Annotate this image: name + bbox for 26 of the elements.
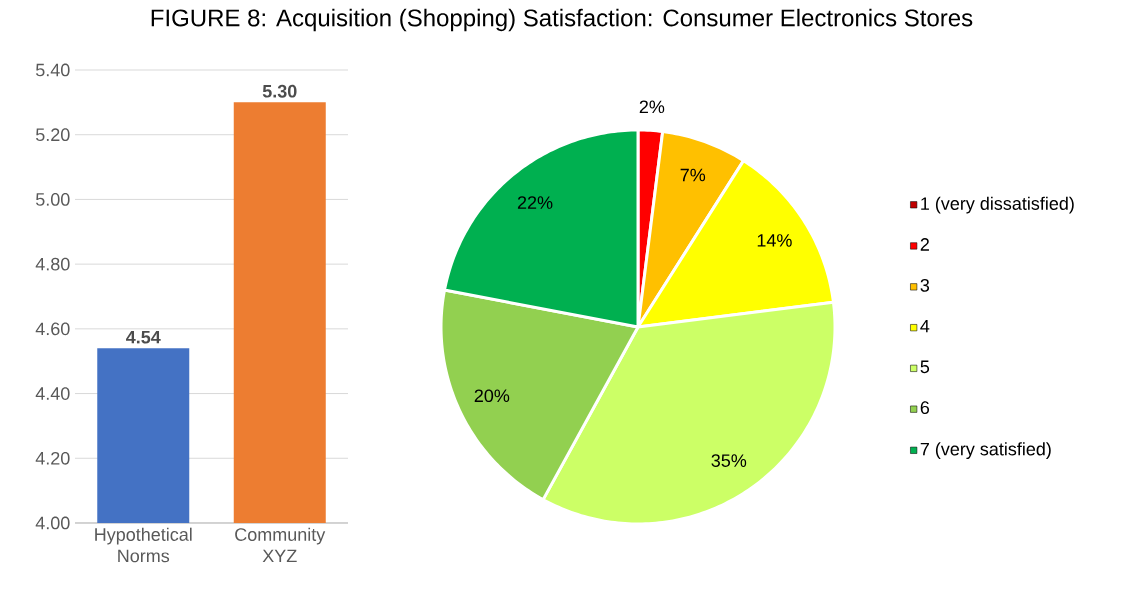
legend-label: 1 (very dissatisfied): [921, 196, 1074, 214]
legend-label: 3: [920, 278, 930, 292]
x-tick-label: Hypothetical Norms: [95, 527, 192, 563]
data-label: 2%: [639, 100, 665, 114]
data-label: 4.54: [126, 330, 161, 344]
data-label: 7%: [680, 168, 706, 182]
text: FIGURE 8: Acquisition (Shopping) Satisfaction: Consumer Electronics Stores: [151, 8, 973, 32]
data-label: 35%: [711, 454, 747, 467]
data-label: 20%: [474, 389, 510, 403]
data-label: 22%: [517, 196, 553, 209]
y-tick-label: 5.20: [35, 128, 70, 142]
legend-label: 5: [920, 360, 930, 374]
y-tick-label: 5.40: [35, 63, 70, 77]
legend-label: 4: [920, 319, 930, 333]
legend-label: 2: [920, 238, 929, 251]
legend-label: 7 (very satisfied): [920, 442, 1051, 460]
x-tick-label: Community XYZ: [235, 527, 326, 563]
y-tick-label: 4.80: [35, 257, 70, 271]
y-tick-label: 5.00: [35, 193, 70, 206]
y-tick-label: 4.20: [35, 451, 70, 465]
data-label: 5.30: [262, 84, 297, 98]
data-label: 14%: [757, 234, 792, 247]
y-tick-label: 4.00: [35, 516, 70, 530]
y-tick-label: 4.40: [35, 387, 70, 400]
legend-label: 6: [920, 401, 930, 415]
y-tick-label: 4.60: [35, 322, 70, 336]
